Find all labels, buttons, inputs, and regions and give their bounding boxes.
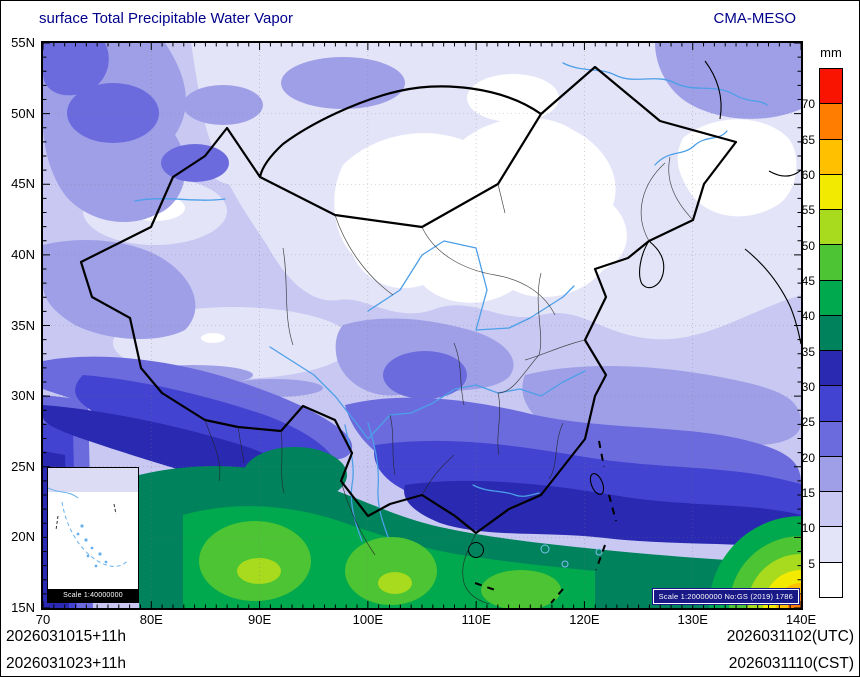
inset-map-svg (48, 468, 138, 568)
colorbar-tick-label: 10 (801, 521, 815, 536)
valid-time-cst: 2026031110(CST) (728, 655, 854, 672)
colorbar: mm 70 65 60 55 50 45 40 35 30 25 20 15 10 5 (796, 45, 856, 598)
map-plot-area: Scale 1:40000000 Scale 1:20000000 No:GS … (41, 41, 803, 610)
x-tick-label: 140E (785, 612, 817, 627)
x-tick-label: 100E (352, 612, 384, 627)
colorbar-tick-label: 35 (801, 344, 815, 359)
y-axis: 55N 50N 45N 40N 35N 30N 25N 20N 15N (1, 35, 38, 615)
y-tick-label: 15N (11, 600, 35, 615)
colorbar-cell (820, 350, 842, 386)
colorbar-tick-label: 50 (801, 238, 815, 253)
colorbar-tick-label: 20 (801, 450, 815, 465)
valid-time-block: 2026031102(UTC) 2026031110(CST) (726, 623, 854, 676)
y-tick-label: 40N (11, 246, 35, 262)
colorbar-cell (820, 526, 842, 562)
x-tick-label: 130E (677, 612, 708, 627)
y-tick-label: 25N (11, 458, 35, 474)
x-axis: 70 80E 90E 100E 110E 120E 130E 140E (36, 612, 816, 628)
colorbar-ticks: 70 65 60 55 50 45 40 35 30 25 20 15 10 5 (796, 68, 817, 598)
valid-time-utc: 2026031102(UTC) (726, 628, 854, 645)
y-tick-label: 45N (11, 176, 35, 192)
contour-fill-layer (43, 43, 801, 608)
colorbar-cell (820, 491, 842, 527)
init-time-line2: 2026031023+11h (6, 655, 126, 672)
colorbar-unit: mm (820, 45, 842, 60)
colorbar-cell (820, 209, 842, 245)
river-lines (134, 62, 768, 568)
colorbar-tick-label: 25 (801, 415, 815, 430)
y-tick-label: 50N (11, 105, 35, 121)
y-tick-label: 55N (11, 35, 35, 50)
y-tick-label: 35N (11, 317, 35, 333)
init-time-line1: 2026031015+11h (6, 628, 126, 645)
init-time-block: 2026031015+11h 2026031023+11h (6, 623, 126, 676)
colorbar-tick-label: 60 (801, 168, 815, 182)
colorbar-cell (820, 314, 842, 351)
x-tick-label: 70 (35, 612, 51, 627)
colorbar-tick-label: 5 (808, 556, 815, 571)
y-tick-label: 30N (11, 388, 35, 404)
dashed-boundary-lines (474, 440, 617, 604)
colorbar-tick-label: 15 (801, 486, 815, 500)
y-tick-label: 20N (11, 529, 35, 545)
province-borders (204, 156, 694, 605)
colorbar-tick-label: 30 (801, 380, 815, 394)
map-license-badge: Scale 1:20000000 No:GS (2019) 1786 (651, 588, 801, 605)
country-borders (79, 60, 801, 558)
x-tick-label: 80E (139, 612, 163, 627)
model-name: CMA-MESO (713, 10, 797, 27)
colorbar-tick-label: 55 (801, 203, 815, 218)
colorbar-cell (820, 173, 842, 210)
colorbar-cell (820, 385, 842, 421)
colorbar-cell (820, 561, 842, 597)
colorbar-tick-label: 65 (801, 132, 815, 147)
colorbar-cells (819, 68, 843, 598)
south-china-sea-inset: Scale 1:40000000 (47, 467, 139, 603)
colorbar-cell (820, 279, 842, 315)
colorbar-cell (820, 69, 842, 104)
x-tick-label: 90E (247, 612, 272, 627)
colorbar-tick-label: 70 (801, 97, 815, 112)
colorbar-tick-label: 40 (801, 309, 815, 324)
colorbar-cell (820, 138, 842, 174)
colorbar-tick-label: 45 (801, 274, 815, 288)
colorbar-cell (820, 244, 842, 280)
map-svg (43, 43, 801, 608)
x-tick-label: 110E (461, 612, 491, 627)
colorbar-cell (820, 420, 842, 456)
colorbar-cell (820, 103, 842, 139)
colorbar-cell (820, 455, 842, 492)
inset-scale-label: Scale 1:40000000 (48, 589, 138, 602)
x-tick-label: 120E (569, 612, 600, 627)
plot-title: surface Total Precipitable Water Vapor (39, 10, 294, 27)
axis-ticks (43, 43, 801, 608)
